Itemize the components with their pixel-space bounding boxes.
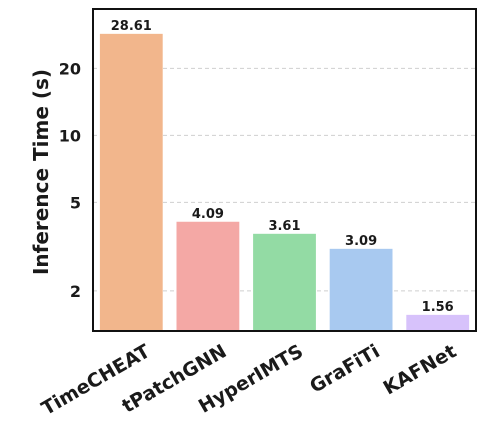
bar-kafnet <box>406 314 470 331</box>
bar-tpatchgnn <box>176 221 240 331</box>
y-tick-label: 10 <box>59 126 81 145</box>
bar-hyperimts <box>253 233 316 331</box>
x-tick-label: KAFNet <box>380 340 461 399</box>
y-axis-ticks: 2 5 10 20 <box>59 59 81 300</box>
x-tick-label: GraFiTi <box>306 340 383 397</box>
plot-frame <box>92 8 477 332</box>
bar-grafiti <box>329 248 393 331</box>
value-label: 4.09 <box>192 207 224 222</box>
value-label: 28.61 <box>111 19 152 34</box>
bars <box>99 33 470 331</box>
y-tick-label: 20 <box>59 59 81 78</box>
y-tick-label: 2 <box>70 282 81 301</box>
bar-timecheat <box>99 33 163 331</box>
value-label: 1.56 <box>422 300 454 315</box>
y-axis-title: Inference Time (s) <box>29 69 53 275</box>
y-tick-label: 5 <box>70 193 81 212</box>
value-label: 3.09 <box>345 234 377 249</box>
value-label: 3.61 <box>268 219 300 234</box>
value-labels: 28.61 4.09 3.61 3.09 1.56 <box>111 19 454 315</box>
